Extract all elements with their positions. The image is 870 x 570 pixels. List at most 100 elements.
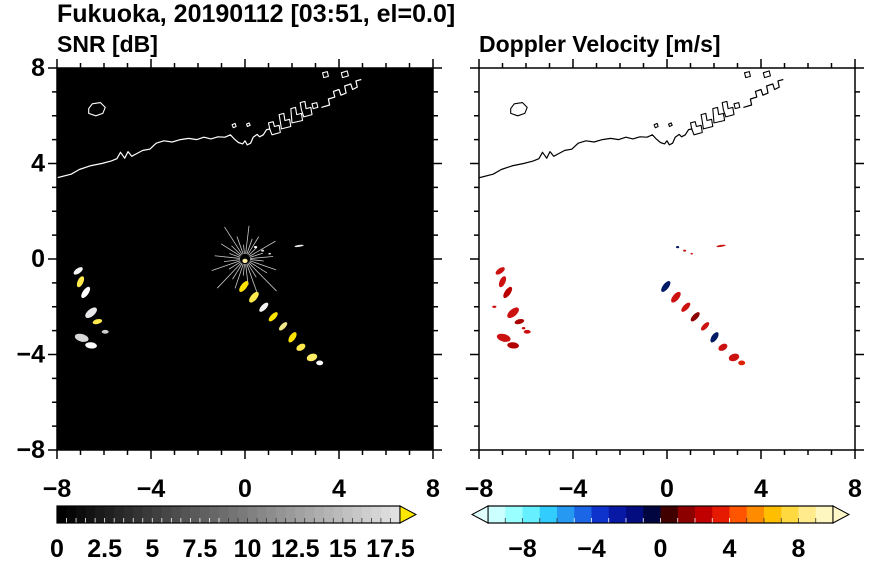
colorbar-cell [608,506,627,523]
clutter-spoke [211,260,241,272]
echo-blob [498,276,507,288]
y-tick-label: −4 [16,341,45,369]
echo-blob [523,329,531,334]
colorbar-cell [152,506,163,523]
colorbar-cell [171,506,182,523]
colorbar-cell [57,506,68,523]
coast-island [762,70,771,79]
colorbar-cell [660,506,679,523]
coastline-path [743,78,784,108]
colorbar-cell [591,506,610,523]
coast-island [290,106,304,124]
clutter-spoke [234,263,244,289]
clutter-spoke [228,261,241,270]
coast-island [668,122,673,128]
echo-blob [661,281,671,292]
x-tick-label: 8 [848,475,862,503]
snr-colorbar: 0 2.5 5 7.5 10 12.5 15 17.5 [50,505,418,563]
colorbar-label: −4 [577,535,606,563]
x-tick-label: −8 [43,475,72,503]
colorbar-cell [371,506,382,523]
colorbar-cell [574,506,592,523]
echo-blob [268,252,271,255]
clutter-spoke [250,256,274,259]
echo-blob [507,342,519,349]
colorbar-label: 17.5 [366,535,415,563]
doppler-colorbar: −8 −4 0 4 8 [470,505,851,563]
clutter-spoke [220,243,241,257]
x-tick-label: −4 [559,475,588,503]
colorbar-cell [199,506,210,523]
x-tick-label: −4 [137,475,166,503]
echo-blob [288,332,297,343]
doppler-panel: −8 −4 0 4 8 [465,59,864,503]
colorbar-cell [238,506,249,523]
clutter-spoke [242,264,245,276]
echo-blob [681,302,691,312]
clutter-spoke [231,245,242,256]
x-tick-label: 4 [332,475,346,503]
colorbar-label: 7.5 [183,535,218,563]
clutter-spoke [250,259,264,262]
y-tick-label: 8 [31,54,45,82]
coast-island [653,122,659,129]
colorbar-cell [133,506,144,523]
snr-panel-title: SNR [dB] [57,31,158,57]
clutter-spoke [223,259,240,263]
clutter-spoke [249,261,268,274]
clutter-spoke [249,252,264,258]
colorbar-cell [266,506,277,523]
colorbar-cell [209,506,220,523]
clutter-spoke [214,255,240,259]
colorbar-cell [247,506,258,523]
colorbar-cell [142,506,153,523]
colorbar-cell [764,506,782,523]
y-tick-label: 4 [31,150,45,178]
echo-blob [85,307,97,318]
colorbar-cell [218,506,229,523]
echo-blob [294,244,304,248]
coast-island [278,112,292,130]
coastline-path [479,128,693,179]
colorbar-cell [390,506,401,523]
coast-island [712,106,726,124]
coast-island [311,102,319,110]
coastline-path [321,78,362,108]
x-tick-label: 8 [426,475,440,503]
clutter-spoke [229,253,241,258]
echo-blob [676,246,680,249]
colorbar-label: 2.5 [87,535,122,563]
clutter-spoke [248,262,277,292]
colorbar-label: 0 [654,535,668,563]
colorbar-label: −8 [508,535,537,563]
coast-island [689,121,703,136]
colorbar-cell [295,506,306,523]
coast-island [322,71,329,79]
echo-blob [316,360,324,366]
colorbar-label: 10 [234,535,262,563]
coast-island [721,100,735,118]
colorbar-cell [95,506,106,523]
echo-blob [259,302,269,312]
clutter-spoke [246,263,259,296]
echo-blob [254,246,258,249]
colorbar-cell [104,506,115,523]
coast-island [510,102,528,117]
clutter-spoke [247,263,257,278]
echo-blob [728,353,740,362]
coast-island [267,121,281,136]
echo-blob [690,312,700,322]
clutter-spoke [243,244,245,254]
echo-blob [495,267,505,275]
colorbar-cell [342,506,353,523]
echo-blob [81,286,91,298]
colorbar-cell [557,506,575,523]
colorbar-cell [314,506,325,523]
colorbar-label: 15 [329,535,357,563]
clutter-spoke [249,240,276,257]
coast-island [340,70,349,79]
colorbar-cell [712,506,730,523]
colorbar-cell [677,506,696,523]
colorbar-cell [276,506,287,523]
